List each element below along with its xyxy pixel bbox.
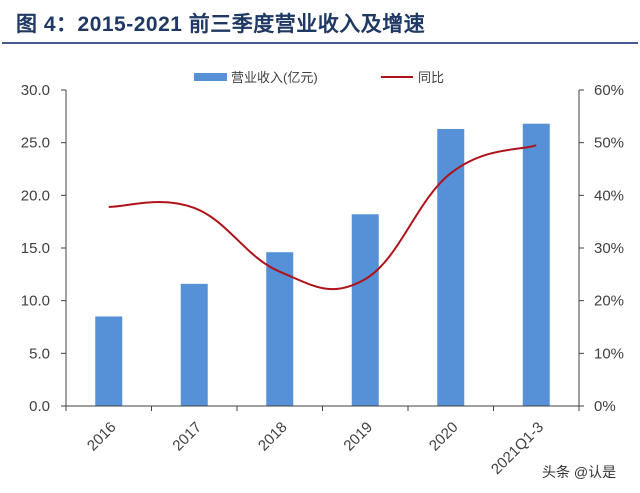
x-tick-label: 2021Q1-3 [488,419,547,478]
x-tick-label: 2016 [84,419,120,455]
left-tick-label: 15.0 [21,240,50,257]
legend-line-label: 同比 [418,70,444,85]
left-tick-label: 10.0 [21,293,50,310]
right-tick-label: 10% [594,345,624,362]
title-divider [2,42,638,44]
legend-bar-swatch [194,73,227,81]
right-tick-label: 0% [594,398,616,415]
bar-2020 [437,128,465,406]
bar-2017 [180,283,208,406]
right-tick-label: 30% [594,240,624,257]
legend-bar-label: 营业收入(亿元) [231,70,318,85]
right-tick-label: 50% [594,135,624,152]
left-tick-label: 0.0 [29,398,50,415]
left-tick-label: 5.0 [29,345,50,362]
legend: 营业收入(亿元) 同比 [194,70,444,85]
x-tick-label: 2020 [426,419,462,455]
growth-line [108,144,537,291]
left-tick-label: 30.0 [21,82,50,99]
left-tick-label: 25.0 [21,135,50,152]
right-tick-label: 40% [594,187,624,204]
bar-2019 [351,214,379,406]
right-tick-label: 60% [594,82,624,99]
watermark: 头条 @认是 [542,464,617,480]
bar-2016 [95,316,123,406]
bar-2021Q1-3 [522,123,550,406]
x-tick-label: 2017 [169,419,205,455]
bar-2018 [266,252,294,406]
bar-series [95,123,550,406]
left-tick-label: 20.0 [21,187,50,204]
x-tick-label: 2019 [340,419,376,455]
right-tick-label: 20% [594,293,624,310]
figure-title: 图 4：2015-2021 前三季度营业收入及增速 [16,13,426,36]
x-tick-label: 2018 [255,419,291,455]
